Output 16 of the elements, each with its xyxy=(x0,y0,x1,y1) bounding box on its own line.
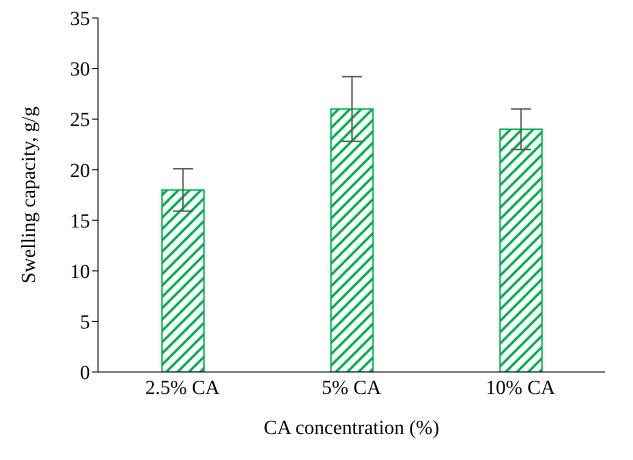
y-axis-title: Swelling capacity, g/g xyxy=(18,106,40,284)
y-tick-label: 0 xyxy=(80,362,90,384)
x-tick-label: 5% CA xyxy=(322,377,382,400)
x-tick-label: 2.5% CA xyxy=(145,377,220,400)
y-tick-label: 30 xyxy=(70,58,90,81)
bar xyxy=(499,128,543,372)
y-tick-label: 20 xyxy=(70,160,90,182)
bar xyxy=(330,108,374,372)
y-tick-label: 10 xyxy=(70,260,90,283)
y-tick-label: 35 xyxy=(70,8,90,30)
y-tick-label: 25 xyxy=(70,109,90,132)
y-tick-label: 5 xyxy=(80,312,90,334)
bar xyxy=(161,189,205,372)
x-tick-label: 10% CA xyxy=(486,377,556,400)
y-tick-label: 15 xyxy=(70,210,90,232)
x-axis-title: CA concentration (%) xyxy=(264,417,440,439)
